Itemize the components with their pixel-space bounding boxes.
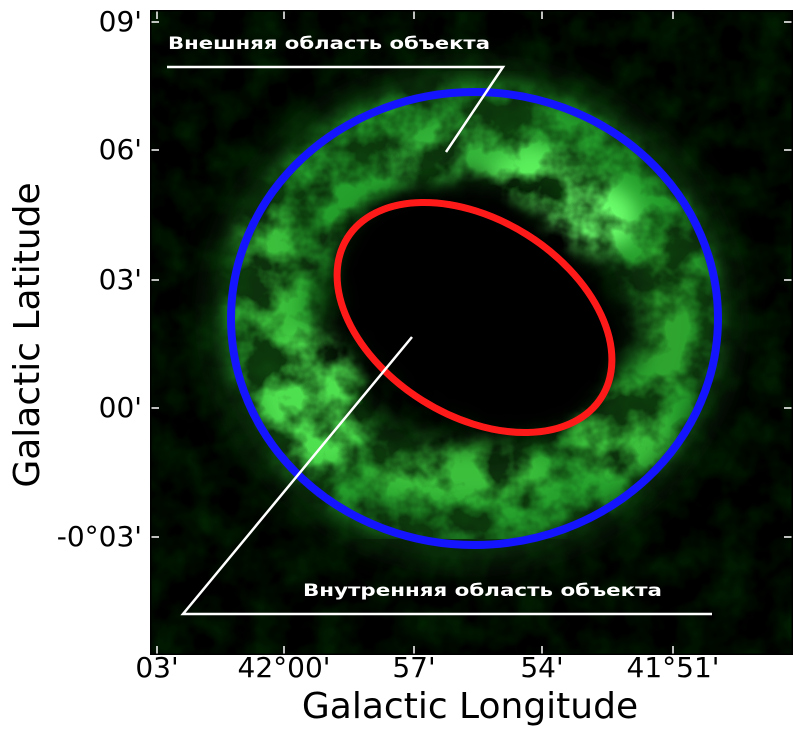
inner-region-ellipse xyxy=(333,198,616,437)
outer-region-label: Внешняя область объекта xyxy=(168,34,490,54)
emission-clump xyxy=(380,119,520,181)
y-axis-title: Galactic Latitude xyxy=(7,182,48,488)
x-axis-title: Galactic Longitude xyxy=(301,686,639,727)
dark-patch xyxy=(592,292,648,372)
emission-clump xyxy=(635,235,695,395)
emission-ring xyxy=(227,85,717,545)
emission-clump xyxy=(542,182,638,254)
y-tick-label: 06' xyxy=(98,133,142,166)
x-tick-label: 41°51' xyxy=(626,651,720,684)
y-tick-label: 09' xyxy=(98,5,142,38)
outer-region-ellipse xyxy=(227,88,722,549)
y-tick-label: 00' xyxy=(98,391,142,424)
x-tick-label: 03' xyxy=(135,651,179,684)
image-border xyxy=(150,10,793,655)
sky-image: Внешняя область объекта Внутренняя облас… xyxy=(150,10,793,655)
emission-clump xyxy=(236,195,300,365)
x-tick-label: 54' xyxy=(520,651,564,684)
y-tick-label: 03' xyxy=(98,263,142,296)
x-tick-label: 42°00' xyxy=(237,651,331,684)
sky-image-panel: Внешняя область объекта Внутренняя облас… xyxy=(150,10,793,655)
emission-clump xyxy=(365,444,555,500)
inner-region-leader-line xyxy=(180,336,712,616)
x-tick-label: 57' xyxy=(392,651,436,684)
y-tick-label: -0°03' xyxy=(56,520,142,553)
inner-region-label: Внутренняя область объекта xyxy=(303,581,662,601)
emission-clump xyxy=(252,327,368,473)
outer-region-leader-line xyxy=(167,65,506,153)
